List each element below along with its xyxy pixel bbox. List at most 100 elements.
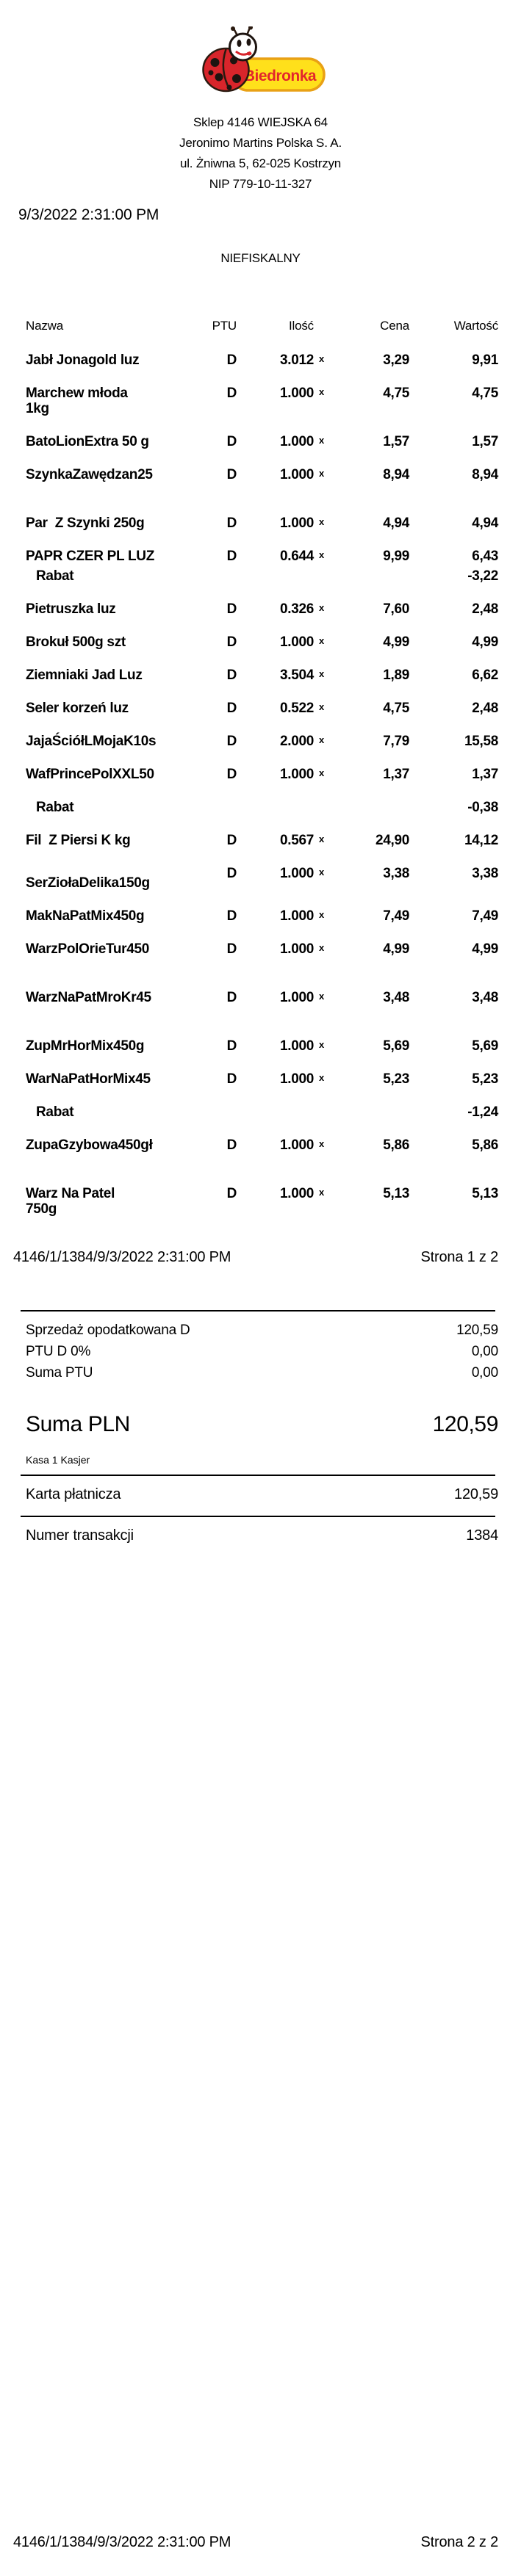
item-ptu: D	[226, 941, 237, 957]
item-ptu: D	[226, 549, 237, 564]
item-value: 2,48	[472, 601, 498, 617]
item-value: 7,49	[472, 908, 498, 924]
summary-label: Sprzedaż opodatkowana D	[26, 1323, 190, 1338]
summary-row: Sprzedaż opodatkowana D 120,59	[26, 1320, 498, 1341]
item-name: Warz Na Patel 750g	[26, 1186, 198, 1217]
table-row: Fil Z Piersi K kg D 0.567 x 24,90 14,12	[26, 833, 498, 848]
item-price: 4,99	[383, 941, 409, 957]
payment-label: Karta płatnicza	[26, 1486, 121, 1502]
table-row: ZupaGzybowa450gł D 1.000 x 5,86 5,86	[26, 1137, 498, 1153]
item-value: 1,37	[472, 767, 498, 782]
divider-line	[21, 1310, 495, 1311]
multiply-sign: x	[319, 767, 324, 778]
item-qty: 1.000	[279, 434, 314, 449]
item-price: 4,75	[383, 701, 409, 716]
brand-badge: Biedronka	[230, 57, 326, 92]
payment-row: Karta płatnicza 120,59	[26, 1485, 498, 1504]
item-qty: 1.000	[279, 1071, 314, 1087]
item-ptu: D	[226, 386, 237, 401]
table-row: JajaŚciółLMojaK10s D 2.000 x 7,79 15,58	[26, 734, 498, 749]
total-value: 120,59	[432, 1412, 499, 1436]
item-name-line: WarzNaPatMroKr45	[26, 990, 151, 1005]
table-row: WarzPolOrieTur450 D 1.000 x 4,99 4,99	[26, 941, 498, 957]
item-price: 7,49	[383, 908, 409, 924]
item-value: 4,99	[472, 634, 498, 650]
summary-row: Suma PTU 0,00	[26, 1362, 498, 1383]
rabat-value: -1,24	[467, 1104, 498, 1120]
store-line-1: Sklep 4146 WIEJSKA 64	[193, 115, 328, 129]
item-name-line: 750g	[26, 1201, 57, 1217]
total-row: Suma PLN 120,59	[26, 1411, 498, 1438]
summary-value: 120,59	[456, 1323, 498, 1338]
item-price: 3,38	[383, 866, 409, 881]
total-label: Suma PLN	[26, 1412, 130, 1436]
multiply-sign: x	[319, 1039, 324, 1050]
multiply-sign: x	[319, 468, 324, 479]
item-price: 5,69	[383, 1038, 409, 1054]
table-row: BatoLionExtra 50 g D 1.000 x 1,57 1,57	[26, 434, 498, 449]
item-price: 7,79	[383, 734, 409, 749]
item-name-line: Warz Na Patel	[26, 1186, 115, 1201]
item-name-line: Fil Z Piersi K kg	[26, 833, 131, 848]
item-price: 1,57	[383, 434, 409, 449]
payment-value: 120,59	[454, 1486, 498, 1502]
item-price: 3,29	[383, 352, 409, 368]
summary-label: Suma PTU	[26, 1365, 93, 1381]
item-price: 4,75	[383, 386, 409, 401]
multiply-sign: x	[319, 866, 324, 878]
item-name-line: Pietruszka luz	[26, 601, 116, 617]
report-id: 4146/1/1384/9/3/2022 2:31:00 PM	[13, 2534, 231, 2550]
item-name-line: Brokuł 500g szt	[26, 634, 126, 650]
multiply-sign: x	[319, 1072, 324, 1083]
item-rows: Jabł Jonagold luz D 3.012 x 3,29 9,91 Marchew …	[26, 352, 498, 1217]
item-qty: 3.012	[279, 352, 314, 368]
item-ptu: D	[226, 908, 237, 924]
item-qty: 0.326	[279, 601, 314, 617]
item-qty: 1.000	[279, 1038, 314, 1054]
table-row: Brokuł 500g szt D 1.000 x 4,99 4,99	[26, 634, 498, 650]
item-price: 7,60	[383, 601, 409, 617]
item-qty: 1.000	[279, 1186, 314, 1201]
item-name-line: ZupaGzybowa450gł	[26, 1137, 153, 1153]
item-ptu: D	[226, 866, 237, 881]
item-qty: 1.000	[279, 515, 314, 531]
multiply-sign: x	[319, 386, 324, 397]
item-name-line: SzynkaZawędzan25	[26, 467, 153, 482]
item-name: BatoLionExtra 50 g	[26, 434, 198, 449]
item-name: SzynkaZawędzan25	[26, 467, 198, 482]
table-row: SzynkaZawędzan25 D 1.000 x 8,94 8,94	[26, 467, 498, 482]
item-name: Par Z Szynki 250g	[26, 515, 198, 531]
multiply-sign: x	[319, 435, 324, 446]
item-price: 1,89	[383, 667, 409, 683]
item-name: Brokuł 500g szt	[26, 634, 198, 650]
item-qty: 1.000	[279, 908, 314, 924]
item-name-line: WafPrincePolXXL50	[26, 767, 154, 782]
item-price: 5,13	[383, 1186, 409, 1201]
rabat-row: Rabat -0,38	[26, 800, 498, 815]
table-row: WafPrincePolXXL50 D 1.000 x 1,37 1,37	[26, 767, 498, 782]
item-name: PAPR CZER PL LUZ	[26, 549, 198, 564]
summary-row: PTU D 0% 0,00	[26, 1341, 498, 1362]
multiply-sign: x	[319, 991, 324, 1002]
item-ptu: D	[226, 734, 237, 749]
multiply-sign: x	[319, 668, 324, 679]
col-header-qty: Ilość	[289, 319, 314, 333]
item-value: 1,57	[472, 434, 498, 449]
item-name-line: JajaŚciółLMojaK10s	[26, 734, 157, 749]
item-ptu: D	[226, 1186, 237, 1201]
item-value: 6,43	[472, 549, 498, 564]
item-name-line: SerZiołaDelika150g	[26, 875, 150, 891]
table-row: Warz Na Patel 750g D 1.000 x 5,13 5,13	[26, 1186, 498, 1217]
item-value: 9,91	[472, 352, 498, 368]
page2-footer: 4146/1/1384/9/3/2022 2:31:00 PM Strona 2…	[13, 2534, 498, 2550]
page-number: Strona 1 z 2	[420, 1249, 499, 1265]
item-name: ZupMrHorMix450g	[26, 1038, 198, 1054]
table-row: PAPR CZER PL LUZ D 0.644 x 9,99 6,43	[26, 549, 498, 564]
item-value: 3,48	[472, 990, 498, 1005]
item-price: 4,94	[383, 515, 409, 531]
item-name-line: BatoLionExtra 50 g	[26, 434, 149, 449]
item-qty: 0.644	[279, 549, 314, 564]
multiply-sign: x	[319, 1138, 324, 1149]
cashier-line: Kasa 1 Kasjer	[26, 1454, 90, 1466]
